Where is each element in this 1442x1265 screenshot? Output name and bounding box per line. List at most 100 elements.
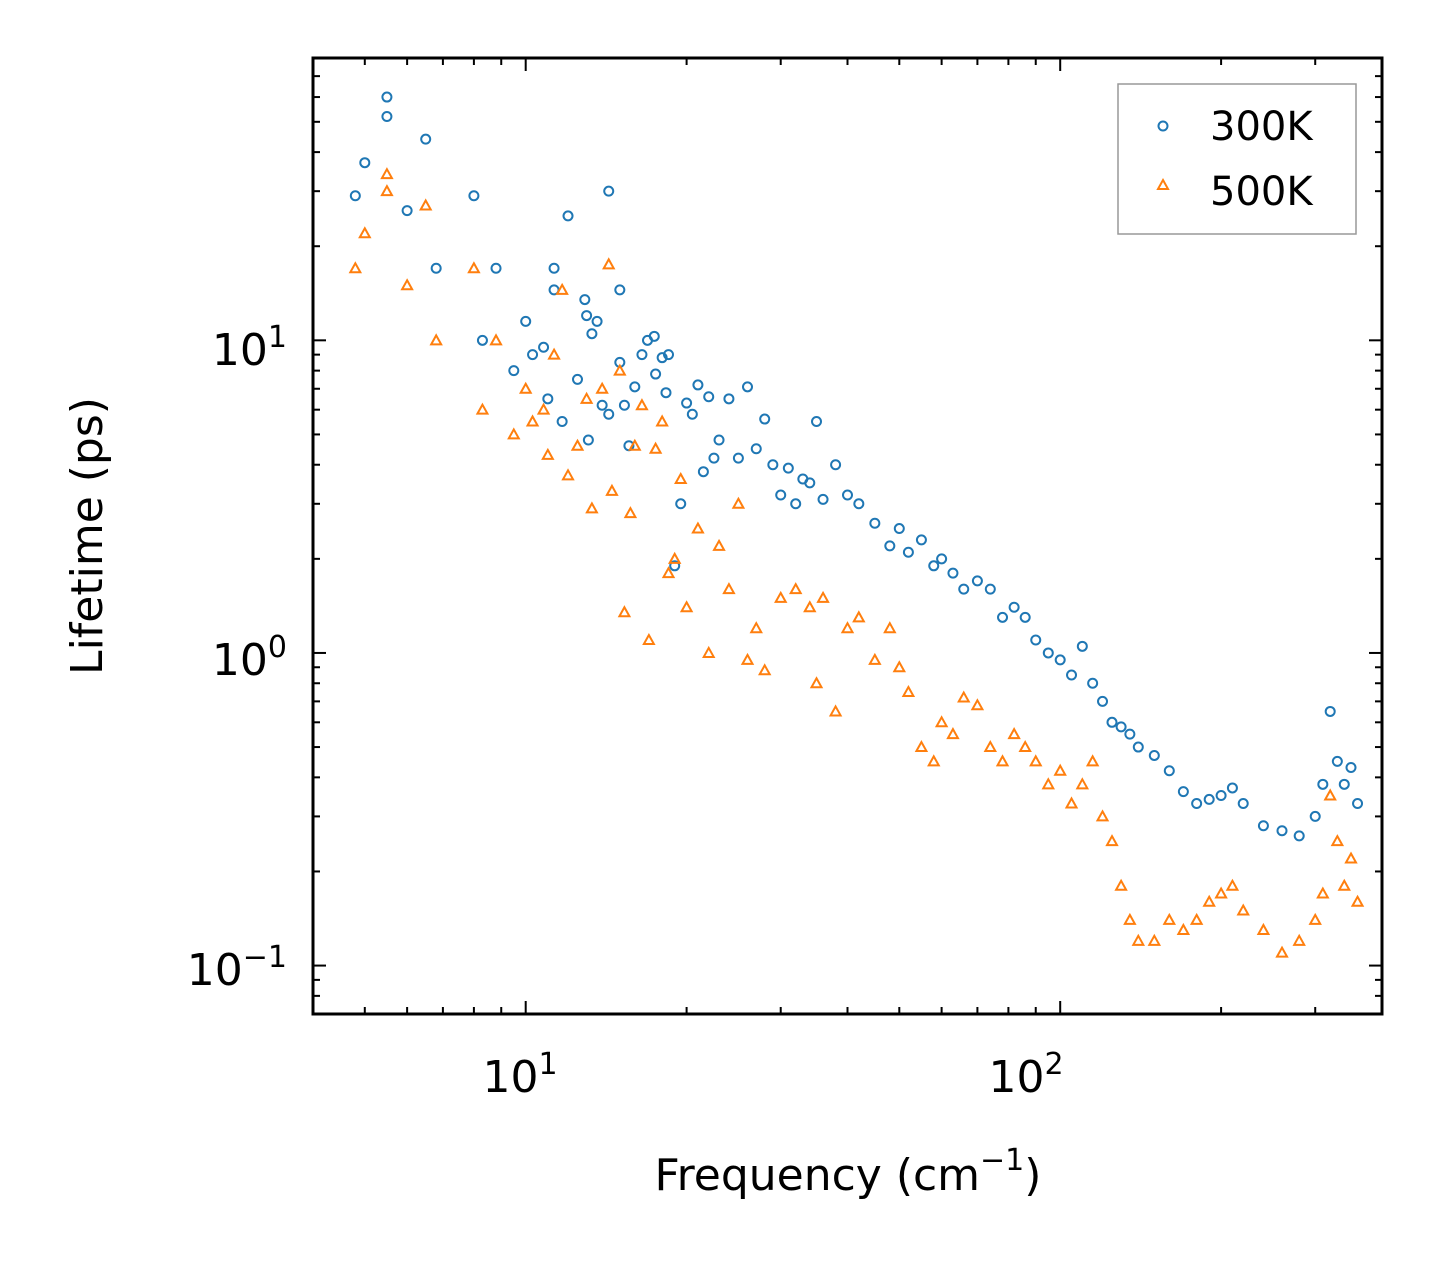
point-500K-14 — [541, 447, 555, 460]
point-300K-46 — [703, 391, 715, 403]
point-500K-52 — [868, 652, 882, 665]
point-500K-18 — [570, 438, 585, 451]
point-500K-47 — [809, 676, 824, 689]
point-300K-41 — [675, 498, 687, 510]
point-300K-6 — [430, 262, 442, 274]
point-300K-52 — [750, 443, 762, 455]
point-500K-10 — [507, 427, 521, 440]
point-300K-27 — [603, 408, 615, 420]
point-300K-95 — [1215, 789, 1227, 801]
point-300K-14 — [542, 393, 554, 405]
point-300K-15 — [548, 262, 560, 274]
point-300K-49 — [723, 393, 735, 405]
point-500K-46 — [803, 600, 817, 613]
point-500K-79 — [1176, 922, 1191, 935]
x-tick-label-10: 101 — [482, 1047, 557, 1103]
point-500K-35 — [679, 600, 694, 613]
point-300K-42 — [681, 397, 693, 409]
point-500K-68 — [1053, 763, 1067, 776]
point-500K-43 — [758, 663, 772, 676]
point-500K-56 — [914, 740, 929, 753]
point-500K-62 — [983, 740, 998, 753]
point-300K-57 — [790, 498, 802, 510]
point-500K-88 — [1308, 912, 1322, 925]
point-500K-58 — [934, 715, 949, 728]
point-500K-86 — [1275, 945, 1289, 958]
point-300K-5 — [420, 133, 432, 145]
point-500K-76 — [1131, 933, 1146, 946]
point-500K-34 — [674, 471, 688, 485]
point-500K-4 — [400, 278, 414, 291]
point-300K-97 — [1237, 797, 1249, 809]
point-500K-90 — [1323, 788, 1337, 801]
point-500K-50 — [840, 621, 855, 634]
point-500K-73 — [1105, 834, 1119, 847]
point-300K-61 — [817, 493, 829, 505]
point-300K-18 — [562, 210, 574, 222]
point-500K-29 — [642, 632, 656, 646]
point-300K-37 — [656, 352, 668, 364]
point-300K-47 — [708, 452, 720, 464]
x-tick-labels: 101 102 — [482, 1047, 1063, 1103]
point-300K-30 — [618, 399, 630, 411]
point-300K-21 — [581, 310, 593, 322]
point-500K-49 — [828, 704, 843, 717]
point-500K-87 — [1292, 933, 1306, 946]
point-300K-94 — [1203, 793, 1215, 805]
point-500K-67 — [1041, 777, 1055, 790]
point-500K-16 — [555, 282, 569, 295]
series-300K-markers — [349, 91, 1364, 842]
point-300K-28 — [614, 284, 626, 296]
y-tick-label-0.1: 10−1 — [187, 940, 287, 996]
point-500K-36 — [691, 521, 705, 534]
point-500K-31 — [655, 414, 669, 427]
point-300K-74 — [971, 575, 983, 587]
point-300K-8 — [476, 334, 488, 346]
point-300K-40 — [669, 560, 681, 572]
point-300K-10 — [508, 365, 520, 377]
point-300K-45 — [697, 466, 709, 478]
point-500K-11 — [518, 381, 533, 394]
point-300K-53 — [759, 413, 771, 425]
point-500K-75 — [1123, 912, 1137, 925]
point-300K-79 — [1030, 634, 1042, 646]
point-300K-2 — [381, 91, 393, 103]
point-300K-98 — [1257, 820, 1269, 832]
point-300K-83 — [1076, 640, 1088, 652]
point-300K-64 — [853, 498, 865, 510]
point-300K-36 — [650, 368, 662, 380]
point-300K-82 — [1066, 669, 1078, 681]
point-300K-11 — [520, 315, 532, 327]
point-500K-23 — [605, 483, 619, 496]
point-500K-21 — [595, 381, 609, 394]
point-300K-22 — [582, 434, 594, 446]
point-300K-43 — [686, 408, 698, 420]
point-500K-28 — [635, 398, 649, 411]
point-300K-89 — [1132, 741, 1144, 753]
point-500K-65 — [1018, 740, 1032, 753]
x-axis-title: Frequency (cm−1) — [655, 1143, 1042, 1201]
point-300K-32 — [629, 381, 641, 393]
point-500K-24 — [613, 363, 627, 376]
point-500K-63 — [995, 754, 1010, 767]
point-300K-63 — [842, 489, 853, 501]
point-300K-33 — [636, 349, 648, 361]
point-500K-38 — [712, 538, 726, 551]
legend: 300K 500K — [1117, 83, 1357, 235]
point-500K-15 — [547, 347, 561, 360]
legend-label-300K: 300K — [1210, 104, 1314, 150]
point-500K-54 — [892, 660, 906, 673]
point-500K-61 — [970, 698, 985, 711]
point-300K-44 — [692, 379, 704, 391]
point-300K-3 — [381, 110, 393, 122]
point-500K-1 — [358, 226, 372, 239]
point-300K-60 — [811, 415, 823, 427]
point-300K-101 — [1309, 810, 1321, 822]
point-500K-71 — [1085, 754, 1100, 767]
point-500K-80 — [1189, 912, 1204, 925]
point-300K-92 — [1177, 786, 1189, 798]
point-500K-26 — [623, 506, 638, 519]
x-tick-label-100: 102 — [988, 1047, 1063, 1103]
point-500K-57 — [927, 754, 941, 767]
